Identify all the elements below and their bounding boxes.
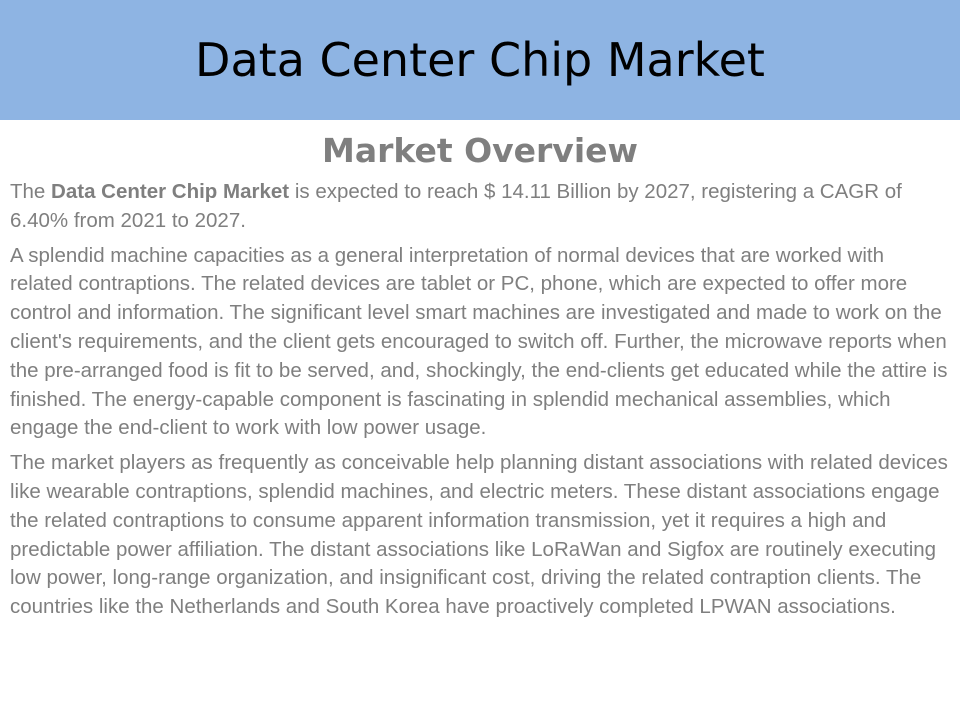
intro-paragraph: The Data Center Chip Market is expected … <box>10 178 950 236</box>
body-paragraph-2: The market players as frequently as conc… <box>10 451 948 619</box>
intro-suffix: is expected to reach $ 14.11 Billion by … <box>10 180 902 232</box>
intro-highlight: Data Center Chip Market <box>51 180 290 203</box>
intro-prefix: The <box>10 180 52 203</box>
slide-content: Market Overview The Data Center Chip Mar… <box>10 128 950 628</box>
title-bar: Data Center Chip Market <box>0 0 960 120</box>
body-paragraph-1: A splendid machine capacities as a gener… <box>10 243 948 440</box>
section-heading: Market Overview <box>322 131 638 170</box>
slide-title: Data Center Chip Market <box>195 33 765 87</box>
